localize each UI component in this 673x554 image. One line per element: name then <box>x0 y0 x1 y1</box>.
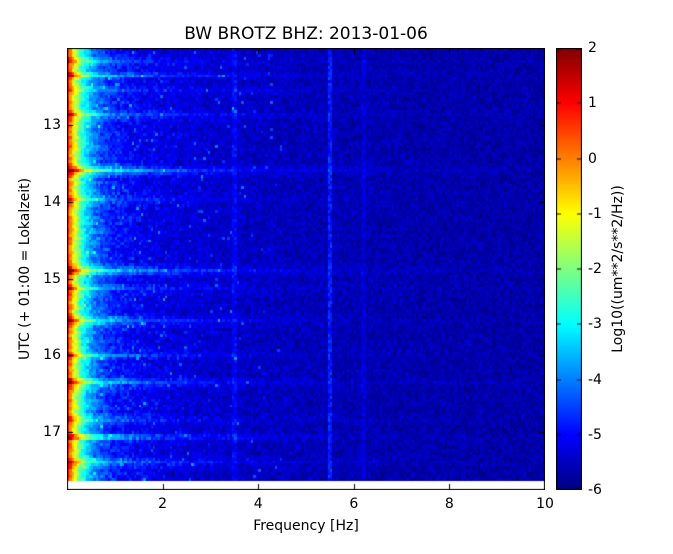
x-tick-label: 10 <box>536 496 554 512</box>
colorbar-tick-label: 2 <box>588 40 597 56</box>
y-tick-label: 16 <box>43 347 61 364</box>
colorbar-tick-label: 1 <box>588 95 597 112</box>
plot-title: BW BROTZ BHZ: 2013-01-06 <box>184 24 428 44</box>
colorbar-tick-label: 0 <box>588 150 597 167</box>
colorbar <box>556 48 582 490</box>
y-tick-label: 15 <box>43 270 61 287</box>
colorbar-tick-label: -2 <box>588 261 602 277</box>
x-tick-label: 2 <box>158 496 168 512</box>
y-tick-label: 17 <box>43 424 61 441</box>
colorbar-tick-label: -3 <box>588 316 602 333</box>
colorbar-tick-label: -6 <box>588 482 602 498</box>
x-tick-label: 4 <box>253 496 263 512</box>
x-axis-label: Frequency [Hz] <box>253 518 359 534</box>
spectrogram-plot-area <box>67 48 545 490</box>
x-tick-label: 8 <box>444 496 454 512</box>
x-tick-label: 6 <box>349 496 359 512</box>
colorbar-tick-label: -5 <box>588 426 602 443</box>
colorbar-tick-label: -1 <box>588 205 602 222</box>
y-tick-label: 14 <box>43 193 61 210</box>
colorbar-tick-label: -4 <box>588 371 602 388</box>
y-tick-label: 13 <box>43 116 61 133</box>
